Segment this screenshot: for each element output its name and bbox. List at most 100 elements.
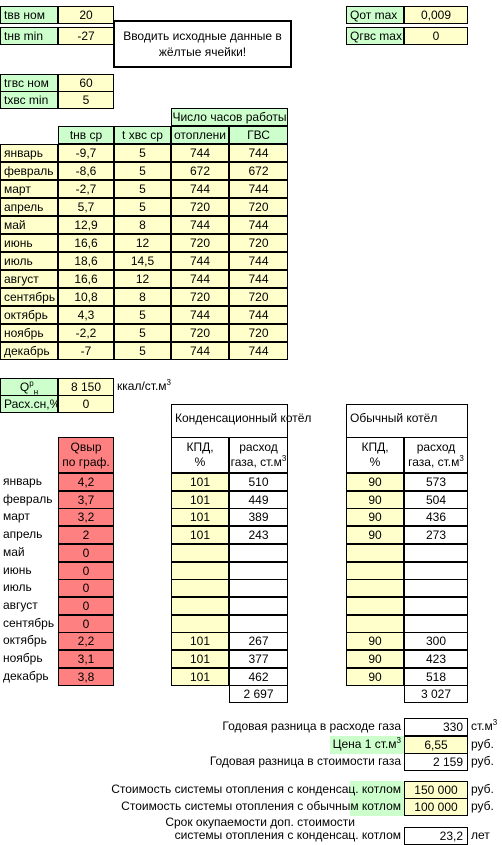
sys-cond-unit: руб.	[471, 782, 494, 796]
cond-kpd-cell[interactable]: 101	[171, 508, 229, 526]
tnv-cell[interactable]: 12,9	[58, 216, 114, 234]
usual-kpd-cell[interactable]: 90	[346, 526, 404, 544]
gvs-hours-cell[interactable]: 720	[229, 324, 288, 342]
cond-kpd-cell[interactable]	[171, 579, 229, 597]
gvs-hours-cell[interactable]: 720	[229, 198, 288, 216]
gvs-hours-cell[interactable]: 744	[229, 270, 288, 288]
heat-hours-cell[interactable]: 744	[171, 216, 229, 234]
usual-kpd-cell[interactable]: 90	[346, 491, 404, 509]
payback-unit: лет	[471, 828, 490, 842]
sys-usual-input[interactable]: 100 000	[404, 798, 468, 816]
heat-hours-cell[interactable]: 744	[171, 270, 229, 288]
txvs-cell[interactable]: 5	[114, 144, 171, 162]
tnv-cell[interactable]: 18,6	[58, 252, 114, 270]
txvs-cell[interactable]: 8	[114, 216, 171, 234]
cond-gas-cell	[229, 597, 288, 615]
txvs-cell[interactable]: 5	[114, 306, 171, 324]
tnv-cell[interactable]: 4,3	[58, 306, 114, 324]
gvs-hours-cell[interactable]: 672	[229, 162, 288, 180]
t-hvs-min-input[interactable]: 5	[58, 91, 114, 109]
usual-kpd-cell[interactable]: 90	[346, 668, 404, 686]
gvs-hours-cell[interactable]: 720	[229, 288, 288, 306]
t-nv-min-label: tнв min	[0, 27, 58, 45]
heat-hours-cell[interactable]: 720	[171, 234, 229, 252]
cond-gas-cell: 377	[229, 650, 288, 668]
heat-hours-cell[interactable]: 720	[171, 198, 229, 216]
cond-kpd-cell[interactable]: 101	[171, 650, 229, 668]
txvs-cell[interactable]: 14,5	[114, 252, 171, 270]
usual-kpd-cell[interactable]	[346, 562, 404, 580]
cond-kpd-cell[interactable]	[171, 597, 229, 615]
tnv-cell[interactable]: -8,6	[58, 162, 114, 180]
cond-kpd-l2: %	[194, 455, 206, 469]
usual-gas-cell: 436	[404, 508, 468, 526]
gvs-hours-cell[interactable]: 744	[229, 306, 288, 324]
q-gvs-max-value[interactable]: 0	[404, 27, 468, 45]
gvs-hours-cell[interactable]: 744	[229, 252, 288, 270]
sys-usual-label: Стоимость системы отопления с обычным ко…	[60, 798, 404, 816]
tnv-cell[interactable]: -7	[58, 342, 114, 360]
q-ot-max-value[interactable]: 0,009	[404, 6, 468, 24]
heat-hours-cell[interactable]: 744	[171, 306, 229, 324]
tnv-cell[interactable]: -2,2	[58, 324, 114, 342]
txvs-cell[interactable]: 5	[114, 180, 171, 198]
tnv-cell[interactable]: 16,6	[58, 234, 114, 252]
qvyr-cell: 3,2	[58, 508, 114, 526]
tnv-cell[interactable]: -2,7	[58, 180, 114, 198]
usual-kpd-cell[interactable]	[346, 615, 404, 633]
t-vv-nom-input[interactable]: 20	[58, 6, 114, 24]
t-nv-min-input[interactable]: -27	[58, 27, 114, 45]
note-box: Вводить исходные данные в жёлтые ячейки!	[113, 20, 292, 68]
txvs-cell[interactable]: 12	[114, 234, 171, 252]
heat-hours-cell[interactable]: 720	[171, 324, 229, 342]
usual-kpd-cell[interactable]: 90	[346, 473, 404, 491]
txvs-cell[interactable]: 5	[114, 162, 171, 180]
usual-gas-l2-text: газа, ст.м	[408, 455, 460, 469]
heat-hours-cell[interactable]: 720	[171, 288, 229, 306]
usual-kpd-cell[interactable]	[346, 579, 404, 597]
txvs-cell[interactable]: 12	[114, 270, 171, 288]
cond-title: Конденсационный котёл	[171, 404, 311, 437]
tnv-cell[interactable]: 10,8	[58, 288, 114, 306]
heat-hours-cell[interactable]: 744	[171, 252, 229, 270]
cond-kpd-cell[interactable]: 101	[171, 526, 229, 544]
gvs-hours-cell[interactable]: 720	[229, 234, 288, 252]
heat-hours-cell[interactable]: 672	[171, 162, 229, 180]
month-label: сентябрь	[0, 288, 58, 306]
usual-gas-l2-sup: 3	[459, 454, 464, 463]
usual-kpd-cell[interactable]	[346, 544, 404, 562]
gas-diff-unit-sup: 3	[492, 718, 498, 727]
gvs-hours-cell[interactable]: 744	[229, 216, 288, 234]
cond-kpd-cell[interactable]	[171, 615, 229, 633]
usual-kpd-cell[interactable]: 90	[346, 632, 404, 650]
hours-header: Число часов работы	[171, 108, 288, 126]
txvs-cell[interactable]: 5	[114, 342, 171, 360]
cond-kpd-cell[interactable]	[171, 562, 229, 580]
txvs-cell[interactable]: 5	[114, 198, 171, 216]
qn-input[interactable]: 8 150	[58, 378, 114, 396]
heat-hours-cell[interactable]: 744	[171, 180, 229, 198]
txvs-cell[interactable]: 5	[114, 324, 171, 342]
cond-kpd-cell[interactable]: 101	[171, 473, 229, 491]
txvs-cell[interactable]: 8	[114, 288, 171, 306]
usual-kpd-cell[interactable]	[346, 597, 404, 615]
price-input[interactable]: 6,55	[404, 736, 468, 754]
gvs-hours-cell[interactable]: 744	[229, 342, 288, 360]
gvs-hours-cell[interactable]: 744	[229, 144, 288, 162]
heat-hours-cell[interactable]: 744	[171, 144, 229, 162]
tnv-cell[interactable]: -9,7	[58, 144, 114, 162]
heat-hours-cell[interactable]: 744	[171, 342, 229, 360]
tnv-cell[interactable]: 5,7	[58, 198, 114, 216]
sys-cond-input[interactable]: 150 000	[404, 781, 468, 799]
cond-kpd-cell[interactable]	[171, 544, 229, 562]
cond-kpd-cell[interactable]: 101	[171, 632, 229, 650]
usual-kpd-cell[interactable]: 90	[346, 650, 404, 668]
tnv-cell[interactable]: 16,6	[58, 270, 114, 288]
t-gvs-nom-input[interactable]: 60	[58, 74, 114, 92]
cond-kpd-cell[interactable]: 101	[171, 491, 229, 509]
month-label: май	[0, 216, 58, 234]
cond-kpd-cell[interactable]: 101	[171, 668, 229, 686]
rash-input[interactable]: 0	[58, 395, 114, 413]
gvs-hours-cell[interactable]: 744	[229, 180, 288, 198]
usual-kpd-cell[interactable]: 90	[346, 508, 404, 526]
